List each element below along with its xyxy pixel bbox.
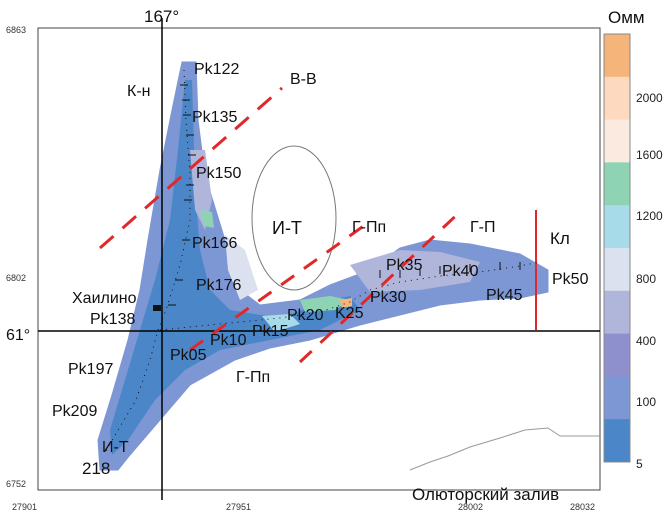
- legend-swatch: [604, 162, 630, 206]
- k25-label: K25: [335, 305, 364, 322]
- legend-tick-label: 5: [636, 457, 643, 471]
- patch-light-3: [350, 250, 480, 292]
- patch-green-2: [200, 210, 214, 228]
- meridian-label: 167°: [144, 7, 179, 26]
- zone-gp-label: Г-П: [470, 219, 496, 236]
- legend-swatch: [604, 376, 630, 420]
- n218-label: 218: [82, 459, 110, 478]
- pk209-label: Pk209: [52, 403, 97, 420]
- y-label-bottom: 6752: [6, 479, 26, 489]
- boundary-gpp-upper: [189, 218, 373, 352]
- pk20-label: Pk20: [287, 307, 324, 324]
- resistivity-body-west: [97, 61, 549, 471]
- zone-it-label: И-Т: [272, 218, 302, 238]
- conductive-core: [110, 80, 360, 455]
- legend-swatch: [604, 34, 630, 78]
- legend-tick-label: 1200: [636, 209, 663, 223]
- parallel-label: 61°: [6, 327, 30, 344]
- legend-swatch: [604, 205, 630, 249]
- zone-it-lower-label: И-Т: [102, 439, 129, 456]
- patch-peach: [340, 298, 352, 308]
- zone-vv-label: В-В: [290, 71, 317, 88]
- water-label: Олюторский залив: [412, 485, 559, 504]
- legend-tick-label: 1600: [636, 148, 663, 162]
- legend-tick-label: 800: [636, 272, 656, 286]
- pk150-label: Pk150: [196, 165, 241, 182]
- pk122-label: Pk122: [194, 61, 239, 78]
- pk40-label: Pk40: [442, 263, 479, 280]
- zone-gpp-upper-label: Г-Пп: [352, 219, 386, 236]
- x-label-left: 27901: [12, 502, 37, 512]
- coastline: [409, 427, 600, 471]
- patch-green: [300, 296, 350, 312]
- pk135-label: Pk135: [192, 109, 237, 126]
- profile-line-east: [159, 261, 541, 331]
- x-label-right: 28032: [570, 502, 595, 512]
- patch-light-2: [225, 235, 258, 300]
- station-ticks: [168, 84, 521, 306]
- legend-swatch: [604, 248, 630, 292]
- y-label-top: 6863: [6, 25, 26, 35]
- pk45-label: Pk45: [486, 287, 523, 304]
- legend-tick-labels: 2000 1600 1200 800 400 100 5: [636, 91, 663, 471]
- pk197-label: Pk197: [68, 361, 113, 378]
- legend-swatch: [604, 419, 630, 463]
- zone-gpp-lower-label: Г-Пп: [236, 369, 270, 386]
- pk50-label: Pk50: [552, 271, 589, 288]
- pk166-label: Pk166: [192, 235, 237, 252]
- x-label-mid2: 28002: [458, 502, 483, 512]
- legend-frame: [603, 33, 631, 463]
- patch-light-1: [190, 150, 212, 230]
- legend-tick-label: 100: [636, 395, 656, 409]
- legend-swatch: [604, 290, 630, 335]
- pk35-label: Pk35: [386, 257, 423, 274]
- legend-title: Омм: [608, 8, 645, 27]
- patch-cyan: [262, 314, 300, 332]
- pk15-label: Pk15: [252, 323, 289, 340]
- pk176-label: Pk176: [196, 277, 241, 294]
- x-label-mid: 27951: [226, 502, 251, 512]
- khailino-label: Хаилино: [72, 290, 137, 307]
- legend-tick-label: 2000: [636, 91, 663, 105]
- boundary-gpp-lower: [298, 208, 464, 364]
- legend-colorbar: [603, 33, 631, 463]
- khailino-marker: [153, 305, 161, 311]
- pk10-label: Pk10: [210, 332, 247, 349]
- pk05-label: Pk05: [170, 347, 207, 364]
- legend-swatch: [604, 76, 630, 121]
- pk30-label: Pk30: [370, 289, 407, 306]
- legend-swatch: [604, 119, 630, 163]
- zone-kn-label: К-н: [127, 83, 150, 100]
- legend-tick-label: 400: [636, 334, 656, 348]
- legend-swatch: [604, 333, 630, 377]
- zone-kl-label: Кл: [550, 229, 570, 248]
- boundary-vv: [99, 86, 283, 250]
- y-label-middle: 6802: [6, 273, 26, 283]
- intrusion-ellipse: [251, 145, 337, 291]
- pk138-label: Pk138: [90, 311, 135, 328]
